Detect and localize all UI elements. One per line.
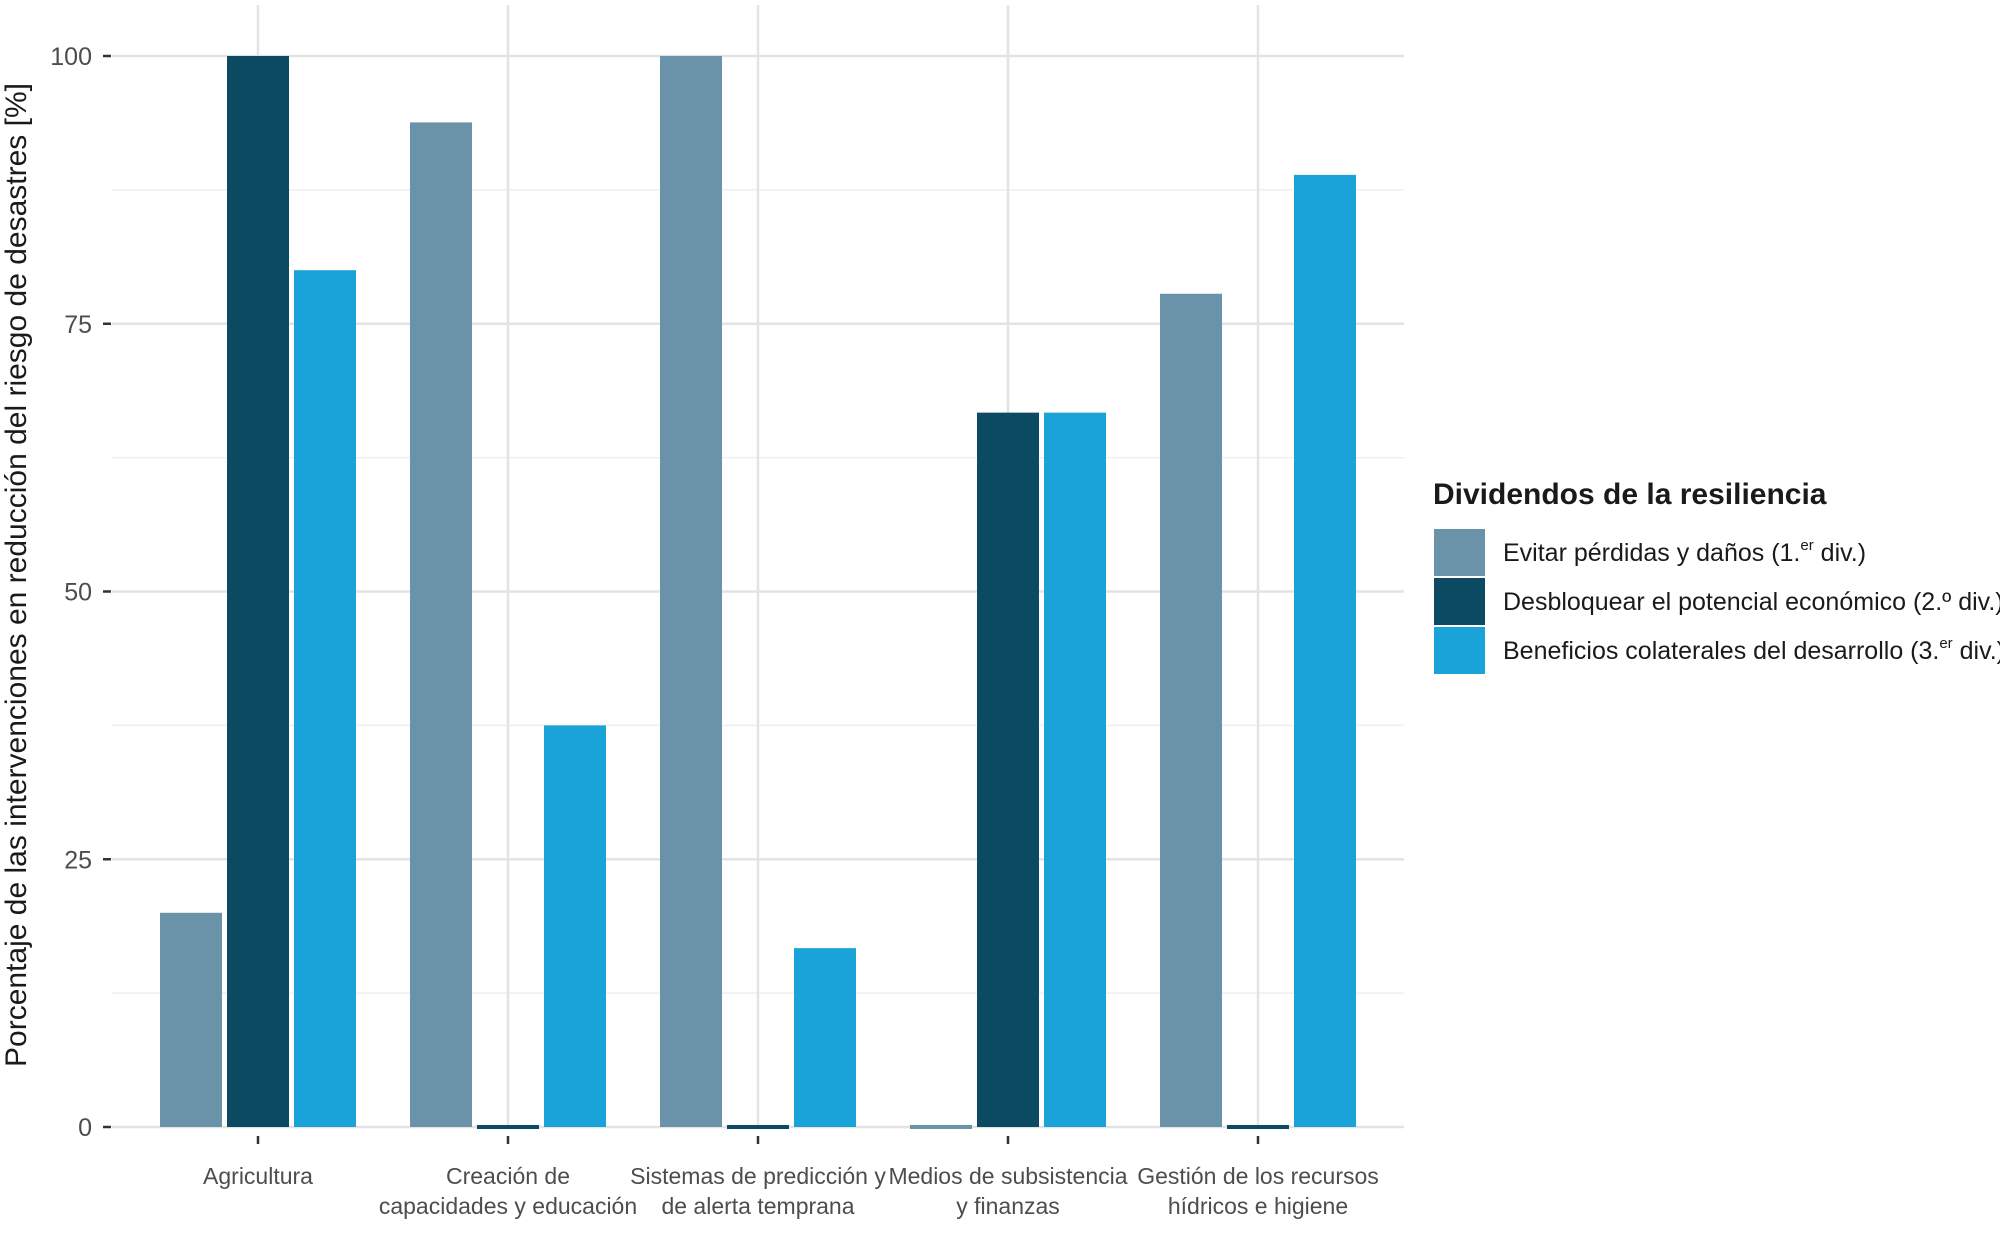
legend-label: Evitar pérdidas y daños (1.er div.) <box>1503 537 1866 567</box>
bar <box>660 56 722 1127</box>
legend-label: Beneficios colaterales del desarrollo (3… <box>1503 635 2000 665</box>
bar <box>1044 412 1106 1127</box>
bar <box>977 412 1039 1127</box>
bar <box>1160 293 1222 1128</box>
bar <box>910 1125 972 1129</box>
bar <box>410 122 472 1128</box>
x-tick-label: Sistemas de predicción y de alerta tempra… <box>630 1163 886 1219</box>
y-tick-label: 100 <box>50 43 92 71</box>
y-tick-label: 50 <box>64 579 92 607</box>
bar <box>160 912 222 1127</box>
x-tick-label: Gestión de los recursos hídricos e higien… <box>1137 1163 1379 1219</box>
y-tick-label: 25 <box>64 846 92 874</box>
legend-label: Desbloquear el potencial económico (2.º … <box>1503 588 2000 616</box>
bar <box>1294 174 1356 1128</box>
x-tick-label: Medios de subsistencia y finanzas <box>888 1163 1127 1219</box>
bar <box>294 270 356 1127</box>
x-tick-label: Agricultura <box>203 1163 313 1189</box>
legend: Dividendos de la resiliencia Evitar pérd… <box>1432 478 2000 676</box>
bar <box>727 1125 789 1129</box>
legend-key <box>1432 527 1487 578</box>
y-tick-label: 0 <box>78 1114 92 1142</box>
x-axis: Agricultura Creación de capacidades y educ… <box>203 1136 1379 1219</box>
legend-title: Dividendos de la resiliencia <box>1433 478 1827 511</box>
y-tick-label: 75 <box>64 311 92 339</box>
bar <box>544 725 606 1127</box>
legend-key <box>1432 576 1487 627</box>
y-axis: 0 25 50 75 100 <box>50 43 111 1142</box>
x-tick-label: Creación de capacidades y educación <box>379 1163 637 1219</box>
y-axis-title: Porcentaje de las intervenciones en redu… <box>0 83 33 1067</box>
bar <box>227 56 289 1127</box>
bar <box>794 948 856 1127</box>
bars <box>160 56 1356 1129</box>
bar <box>477 1125 539 1129</box>
legend-key <box>1432 625 1487 676</box>
bar <box>1227 1125 1289 1129</box>
